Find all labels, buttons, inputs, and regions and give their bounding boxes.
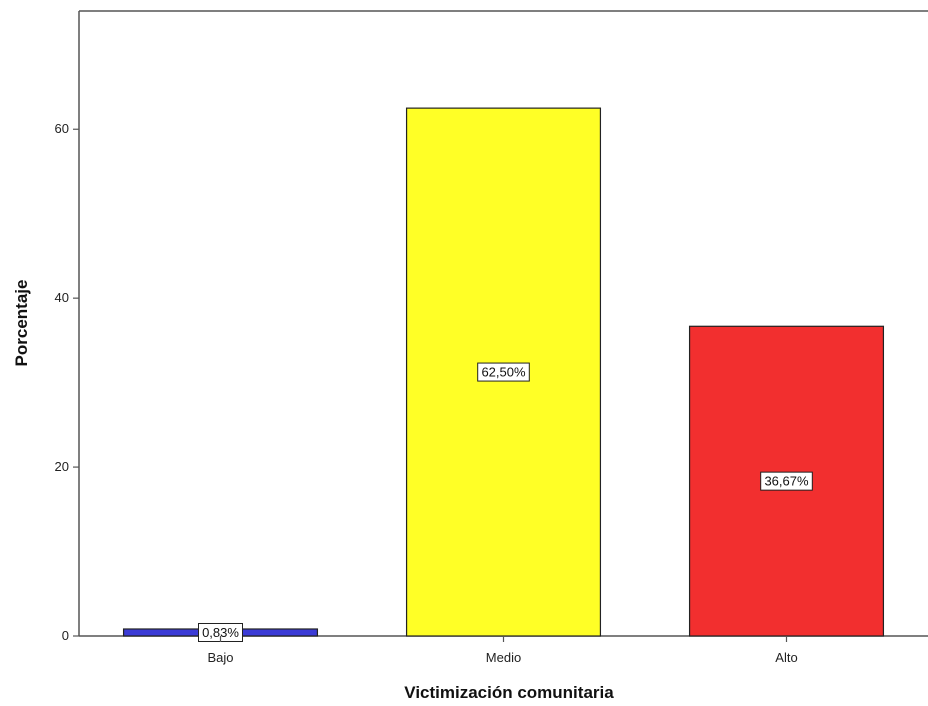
data-label-box [477, 362, 530, 382]
x-tick-label: Alto [775, 650, 797, 665]
y-tick-label: 60 [55, 121, 69, 136]
data-label: 0,83% [202, 625, 239, 640]
y-tick-label: 20 [55, 459, 69, 474]
data-label-box [760, 471, 813, 491]
y-axis-title: Porcentaje [12, 280, 31, 367]
x-tick-label: Bajo [207, 650, 233, 665]
data-label: 36,67% [764, 474, 809, 489]
y-axis-ticks: 0 20 40 60 [55, 121, 79, 643]
y-tick-label: 0 [62, 628, 69, 643]
x-tick-label: Medio [486, 650, 521, 665]
x-axis-title: Victimización comunitaria [404, 683, 614, 702]
bars: 0,83% 62,50% 36,67% [122, 107, 885, 642]
x-axis-ticks: Bajo Medio Alto [207, 636, 798, 665]
y-tick-label: 40 [55, 290, 69, 305]
data-label: 62,50% [481, 365, 526, 380]
